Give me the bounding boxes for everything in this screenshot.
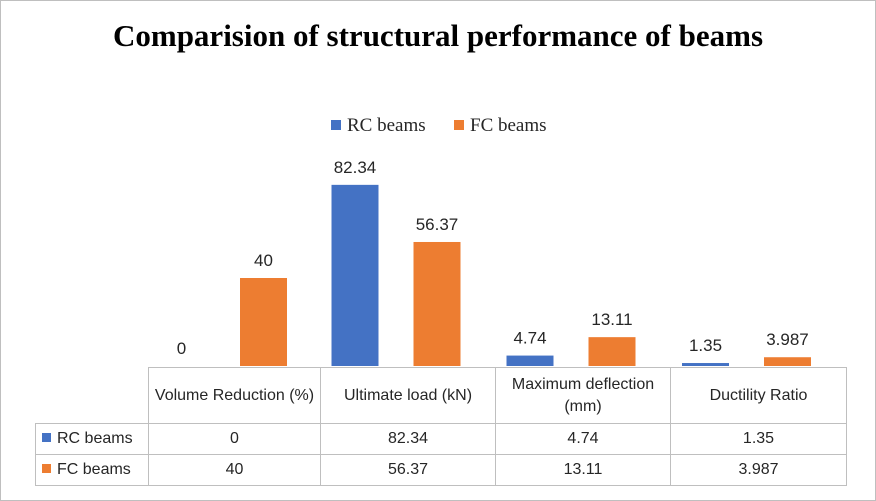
category-label: Volume Reduction (%) bbox=[148, 367, 321, 424]
series-name-cell: RC beams bbox=[35, 423, 149, 455]
data-label: 40 bbox=[254, 251, 273, 270]
data-label: 0 bbox=[177, 339, 186, 358]
series-name-fc-beams: FC beams bbox=[57, 461, 131, 478]
series-name-cell: FC beams bbox=[35, 454, 149, 486]
data-label: 4.74 bbox=[513, 329, 546, 348]
data-table-row-rc-beams: RC beams 0 82.34 4.74 1.35 bbox=[35, 423, 847, 455]
data-label: 1.35 bbox=[689, 336, 722, 355]
bar-rc-beams bbox=[506, 355, 554, 366]
table-cell: 13.11 bbox=[495, 454, 671, 486]
category-label: Maximum deflection (mm) bbox=[495, 367, 671, 424]
legend-label-fc-beams: FC beams bbox=[470, 115, 547, 136]
table-cell: 82.34 bbox=[320, 423, 496, 455]
chart-title: Comparision of structural performance of… bbox=[112, 18, 764, 53]
data-table-corner bbox=[36, 368, 149, 424]
legend-item-rc-beams: RC beams bbox=[331, 116, 426, 136]
data-label: 56.37 bbox=[416, 215, 459, 234]
data-label: 82.34 bbox=[334, 158, 377, 177]
category-label: Ductility Ratio bbox=[670, 367, 847, 424]
data-label: 13.11 bbox=[591, 310, 632, 329]
table-cell: 3.987 bbox=[670, 454, 847, 486]
data-label: 3.987 bbox=[766, 330, 809, 349]
bar-rc-beams bbox=[682, 363, 729, 366]
bar-fc-beams bbox=[588, 337, 636, 366]
series-name-rc-beams: RC beams bbox=[57, 430, 133, 447]
legend-label-rc-beams: RC beams bbox=[347, 115, 426, 136]
bar-fc-beams bbox=[413, 241, 461, 366]
data-table-row-fc-beams: FC beams 40 56.37 13.11 3.987 bbox=[35, 454, 847, 486]
table-cell: 4.74 bbox=[495, 423, 671, 455]
legend-swatch-rc-beams bbox=[331, 120, 341, 130]
table-cell: 56.37 bbox=[320, 454, 496, 486]
bar-rc-beams bbox=[331, 184, 379, 366]
row-swatch-fc-beams bbox=[42, 464, 51, 473]
table-cell: 40 bbox=[148, 454, 321, 486]
data-table-header-row: Volume Reduction (%) Ultimate load (kN) … bbox=[36, 367, 847, 424]
row-swatch-rc-beams bbox=[42, 433, 51, 442]
bar-fc-beams bbox=[764, 357, 811, 366]
legend-swatch-fc-beams bbox=[454, 120, 464, 130]
table-cell: 0 bbox=[148, 423, 321, 455]
bar-fc-beams bbox=[240, 278, 287, 366]
data-table: Volume Reduction (%) Ultimate load (kN) … bbox=[35, 367, 847, 486]
category-label: Ultimate load (kN) bbox=[320, 367, 496, 424]
table-cell: 1.35 bbox=[670, 423, 847, 455]
legend: RC beams FC beams bbox=[0, 116, 876, 138]
legend-item-fc-beams: FC beams bbox=[454, 116, 547, 136]
